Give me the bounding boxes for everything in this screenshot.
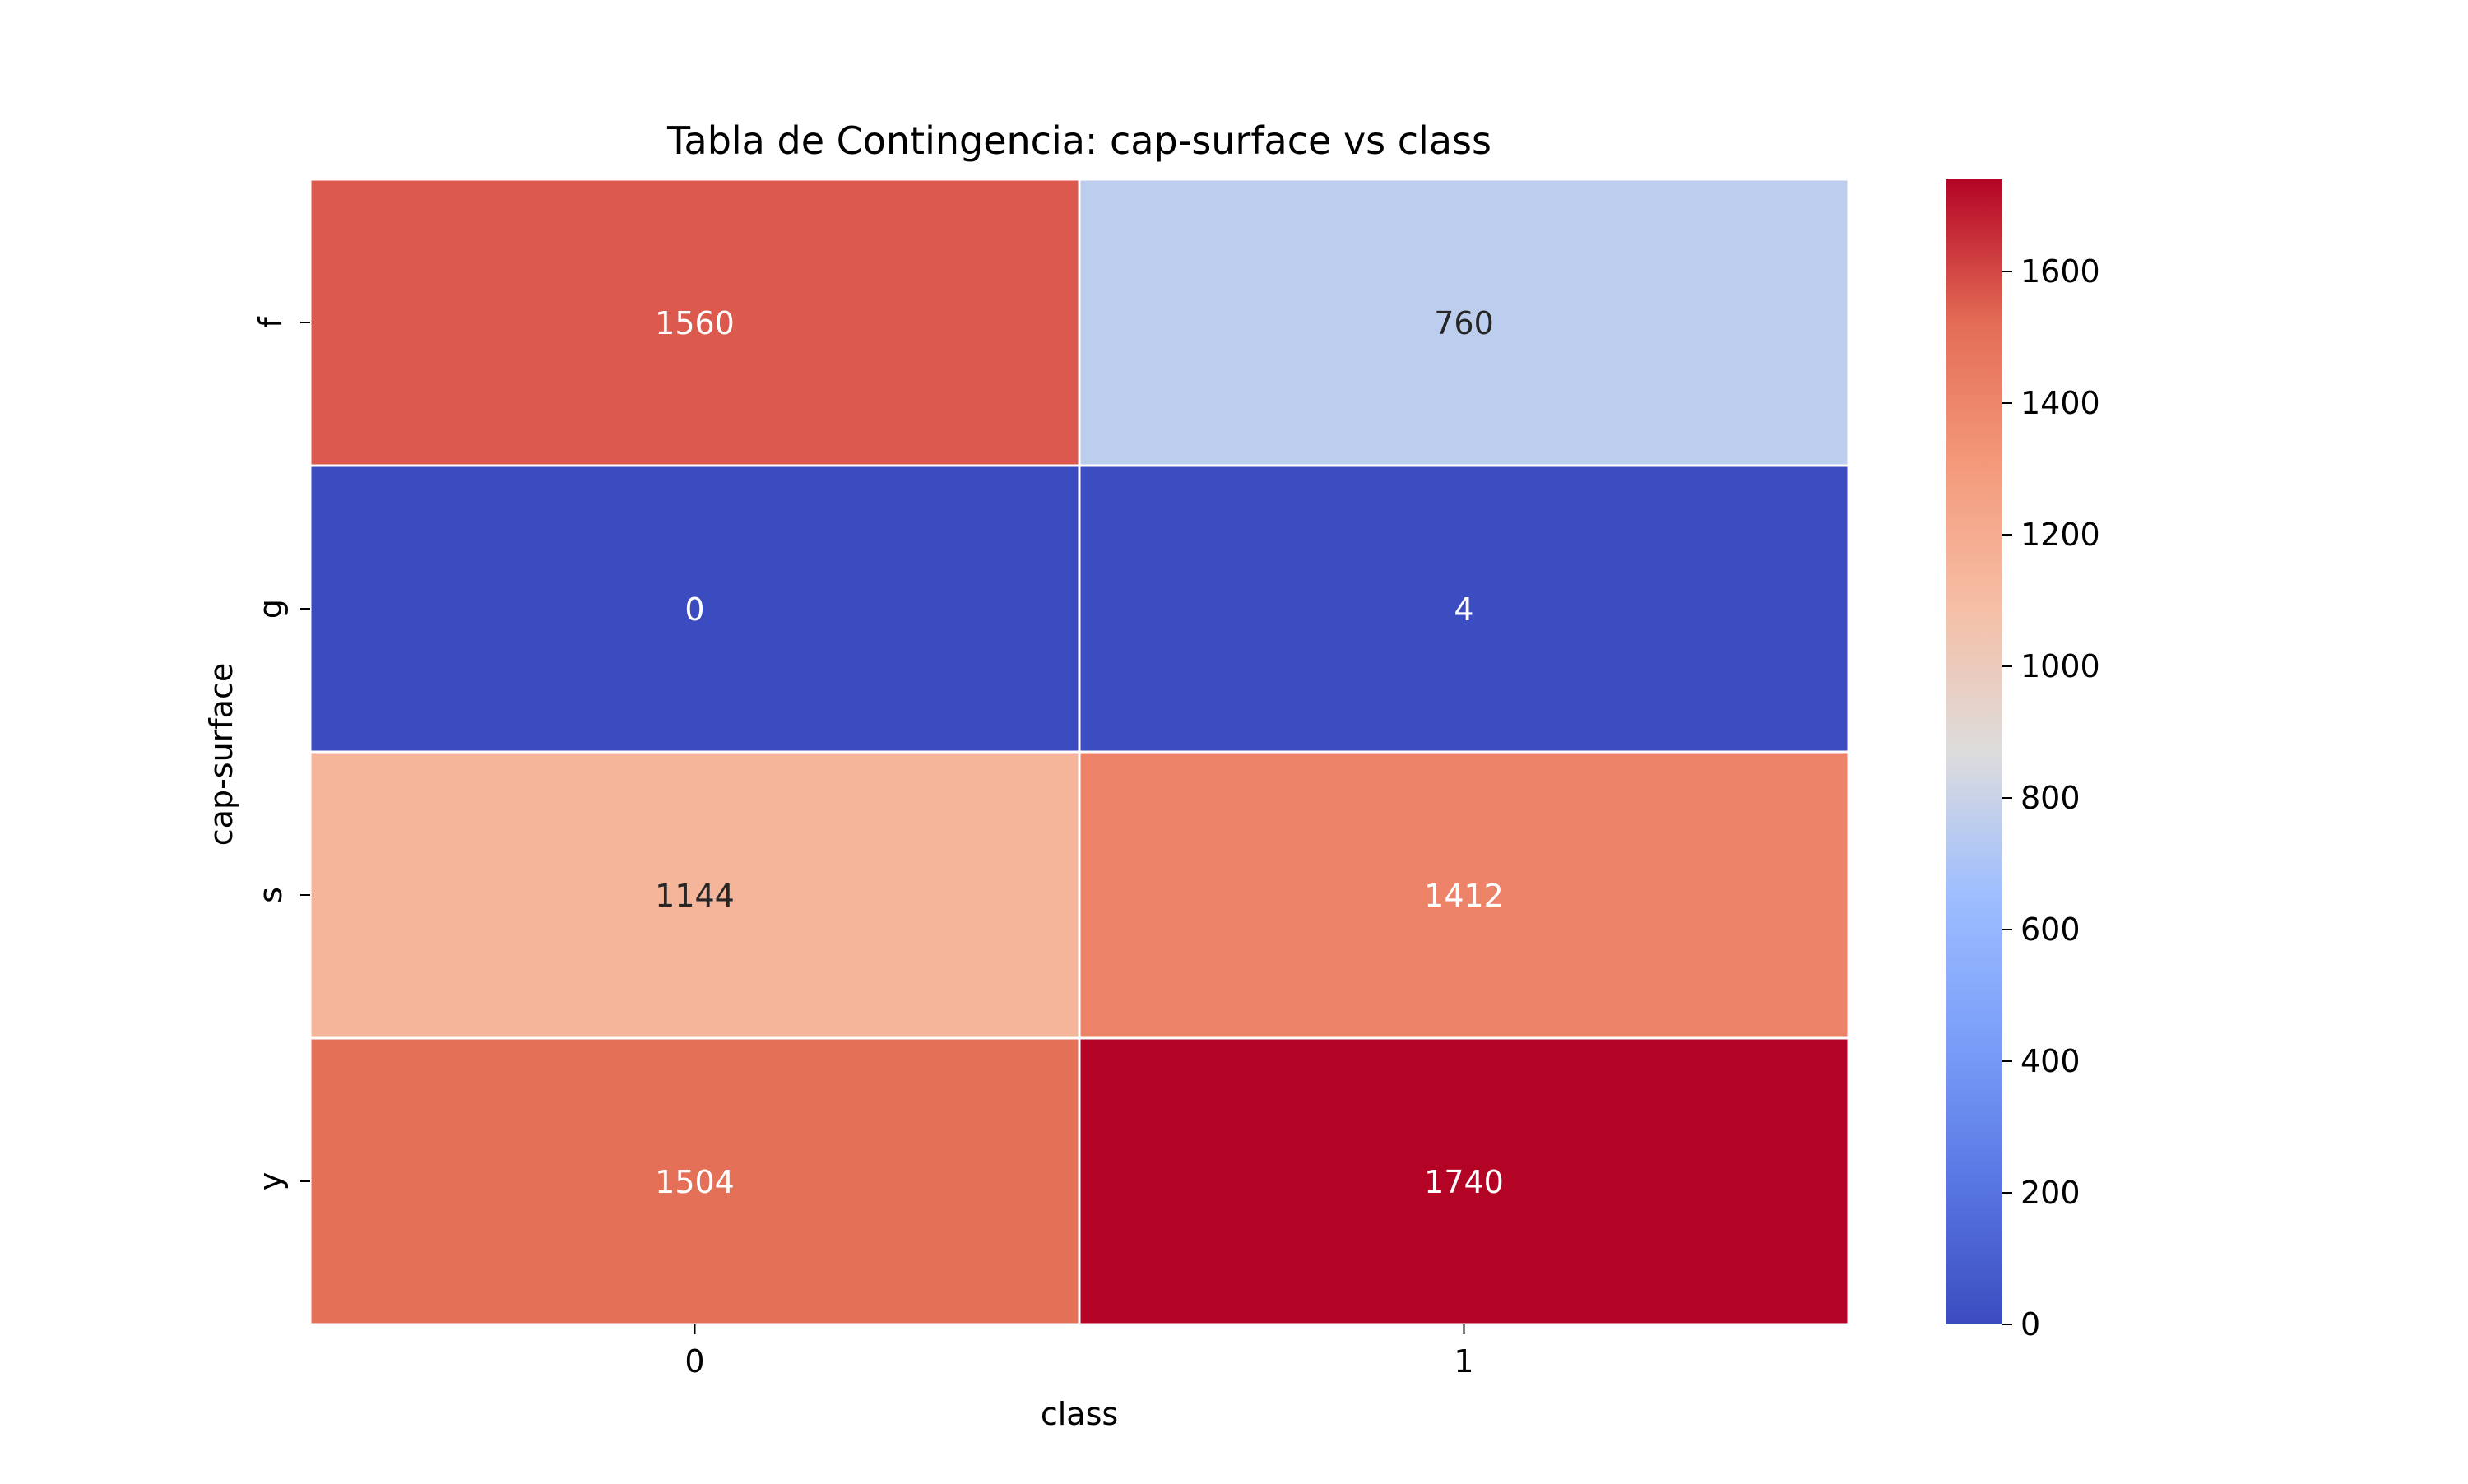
colorbar-tick-label: 1400 [2020,385,2100,421]
colorbar-tick-label: 0 [2020,1306,2040,1343]
cell-value-label: 760 [1434,305,1494,341]
chart-title: Tabla de Contingencia: cap-surface vs cl… [666,118,1491,163]
heatmap-cells: 1560 760 0 4 1144 1412 1504 1740 [308,178,1850,1326]
x-tick-label: 0 [684,1343,704,1380]
heatmap-cell [308,1036,1081,1326]
cell-value-label: 1560 [655,305,735,341]
colorbar-tick-label: 1200 [2020,517,2100,553]
colorbar-tick-label: 200 [2020,1175,2081,1211]
x-axis-label: class [1041,1396,1118,1432]
cell-value-label: 0 [684,591,704,628]
y-axis-label: cap-surface [203,663,239,846]
y-axis-ticks: f g s y [253,316,310,1191]
heatmap-cell [1078,1036,1850,1326]
heatmap-cell [308,178,1081,467]
x-tick-label: 1 [1454,1343,1473,1380]
y-tick-label: g [253,599,289,619]
cell-value-label: 1504 [655,1164,735,1200]
colorbar-tick-label: 1000 [2020,648,2100,684]
y-tick-label: f [253,316,289,328]
cell-value-label: 1740 [1424,1164,1504,1200]
cell-value-label: 1412 [1424,878,1504,914]
colorbar-tick-label: 800 [2020,780,2081,816]
colorbar [1946,179,2002,1324]
heatmap-cell [308,464,1081,754]
heatmap-cell [1078,178,1850,467]
heatmap-cell [1078,464,1850,754]
colorbar-tick-label: 1600 [2020,253,2100,290]
colorbar-tick-label: 600 [2020,911,2081,948]
colorbar-ticks: 0 200 400 600 800 1000 1200 1400 1600 [2002,253,2100,1343]
cell-value-label: 1144 [655,878,735,914]
y-tick-label: y [253,1172,289,1191]
heatmap-cell [308,750,1081,1040]
heatmap-cell [1078,750,1850,1040]
colorbar-tick-label: 400 [2020,1043,2081,1079]
y-tick-label: s [253,887,289,903]
cell-value-label: 4 [1454,591,1473,628]
